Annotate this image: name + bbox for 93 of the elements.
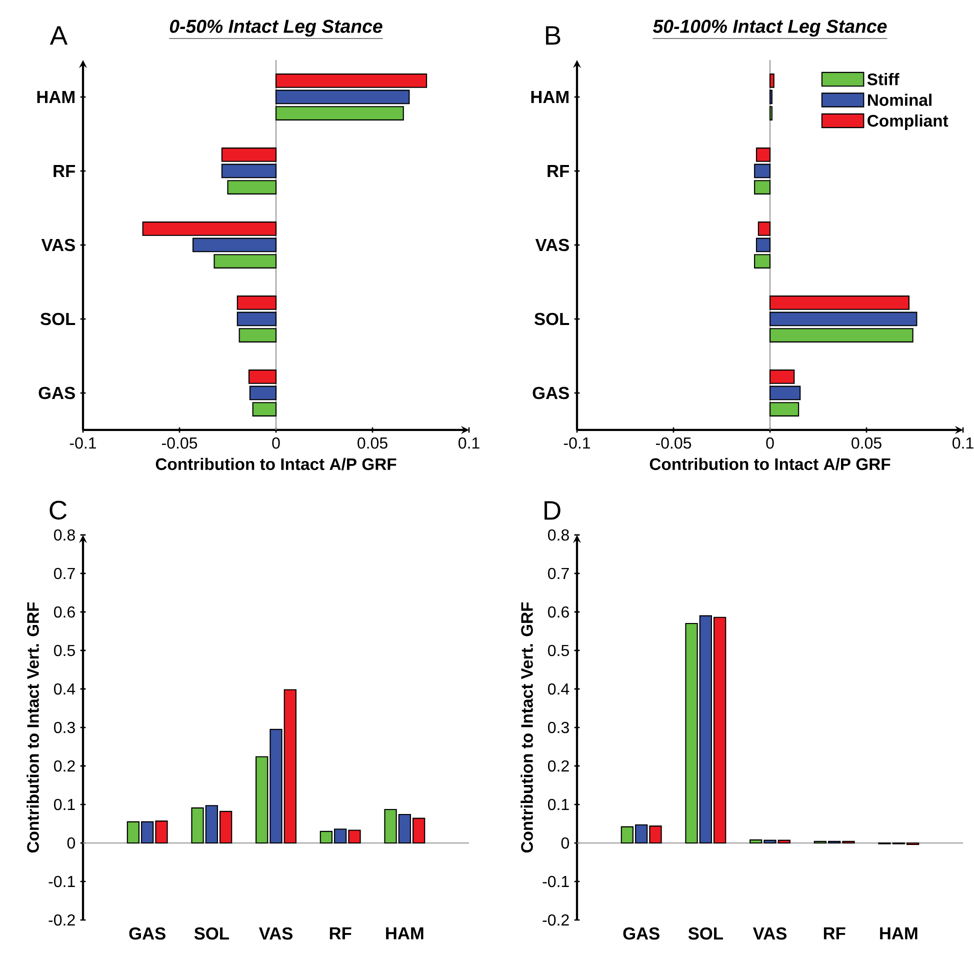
y-tick-label: SOL (534, 312, 570, 326)
y-axis-title: Contribution to Intact Vert. GRF (520, 602, 533, 853)
y-tick-label: 0.5 (548, 644, 569, 656)
y-tick-label: GAS (532, 386, 569, 400)
y-tick-label: 0.2 (54, 760, 75, 772)
y-tick-label: 0.4 (548, 683, 570, 695)
bar (754, 164, 771, 178)
bar (769, 296, 910, 310)
bar (275, 106, 404, 120)
y-tick-label: -0.2 (542, 914, 569, 926)
bar (221, 148, 277, 162)
y-tick-label: -0.2 (48, 914, 75, 926)
legend-label: Stiff (867, 72, 900, 86)
x-tick-label: RF (330, 927, 352, 940)
x-tick-label: GAS (623, 927, 660, 940)
y-tick-label: 0.3 (548, 722, 569, 734)
y-tick-label: 0.3 (54, 722, 75, 734)
y-tick-label: 0.5 (54, 644, 75, 656)
text: B (546, 26, 560, 45)
x-tick-label: RF (824, 927, 846, 940)
y-tick-label: VAS (535, 238, 569, 252)
y-tick-label: 0.7 (54, 568, 75, 580)
y-tick-label: HAM (37, 91, 74, 103)
y-tick-label: 0.2 (548, 760, 569, 772)
bar (214, 254, 277, 268)
bar (252, 402, 277, 416)
legend-label: Compliant (868, 114, 948, 130)
x-axis-title: Contribution to Intact A/P GRF (650, 458, 890, 470)
y-tick-label: 0 (561, 837, 570, 849)
x-tick-label: -0.1 (564, 437, 590, 449)
text: D (544, 501, 560, 520)
x-tick-label: 0 (766, 437, 774, 449)
x-tick-label: 0.1 (952, 437, 974, 449)
y-tick-label: 0.6 (548, 606, 569, 618)
bar (275, 90, 410, 104)
bar (249, 386, 277, 400)
chart-title: 0-50% Intact Leg Stance (170, 20, 382, 37)
x-tick-label: 0.05 (852, 437, 882, 449)
x-tick-label: HAM (386, 927, 424, 940)
legend-label: Nominal (868, 94, 932, 106)
x-tick-label: 0.1 (458, 437, 480, 449)
x-tick-label: GAS (129, 927, 166, 940)
bar (756, 238, 771, 252)
x-tick-label: -0.05 (656, 437, 692, 449)
x-tick-label: 0 (272, 437, 280, 449)
bar (769, 386, 801, 400)
x-tick-label: VAS (258, 927, 293, 940)
x-tick-label: SOL (194, 927, 229, 940)
x-tick-label: VAS (752, 927, 787, 940)
y-tick-label: HAM (531, 91, 568, 103)
y-tick-label: RF (548, 165, 569, 177)
bar (769, 370, 795, 384)
bar (236, 296, 277, 310)
bar (769, 328, 914, 342)
x-tick-label: HAM (880, 927, 918, 940)
text: C (50, 500, 67, 520)
bar (275, 74, 428, 88)
x-tick-label: SOL (688, 927, 723, 940)
y-tick-label: 0.7 (548, 568, 569, 580)
y-tick-label: RF (54, 165, 75, 177)
y-tick-label: 0.6 (54, 606, 75, 618)
y-tick-label: 0.4 (54, 683, 76, 695)
chart-title: 50-100% Intact Leg Stance (652, 20, 887, 37)
y-tick-label: SOL (40, 312, 76, 326)
bar (238, 328, 277, 342)
bar (769, 402, 800, 416)
y-tick-label: GAS (38, 386, 75, 400)
bar (756, 148, 771, 162)
y-tick-label: 0.8 (548, 529, 569, 541)
x-tick-label: 0.05 (358, 437, 388, 449)
bar (221, 164, 277, 178)
bar (227, 180, 277, 194)
text: A (50, 26, 68, 45)
x-axis-title: Contribution to Intact A/P GRF (156, 458, 396, 470)
x-tick-label: -0.05 (162, 437, 198, 449)
y-tick-label: 0.8 (54, 529, 75, 541)
bar (236, 312, 277, 326)
bar (248, 370, 277, 384)
y-tick-label: -0.1 (48, 876, 75, 888)
bar (769, 74, 774, 88)
y-tick-label: -0.1 (542, 876, 569, 888)
y-axis-title: Contribution to Intact Vert. GRF (26, 602, 39, 853)
bar (769, 312, 918, 326)
bar (142, 222, 277, 236)
x-tick-label: -0.1 (70, 437, 96, 449)
bar (192, 238, 277, 252)
bar (758, 222, 771, 236)
y-tick-label: 0.1 (548, 798, 569, 810)
y-tick-label: VAS (41, 238, 75, 252)
bar (754, 180, 771, 194)
y-tick-label: 0.1 (54, 798, 75, 810)
bar (754, 254, 771, 268)
y-tick-label: 0 (67, 837, 76, 849)
